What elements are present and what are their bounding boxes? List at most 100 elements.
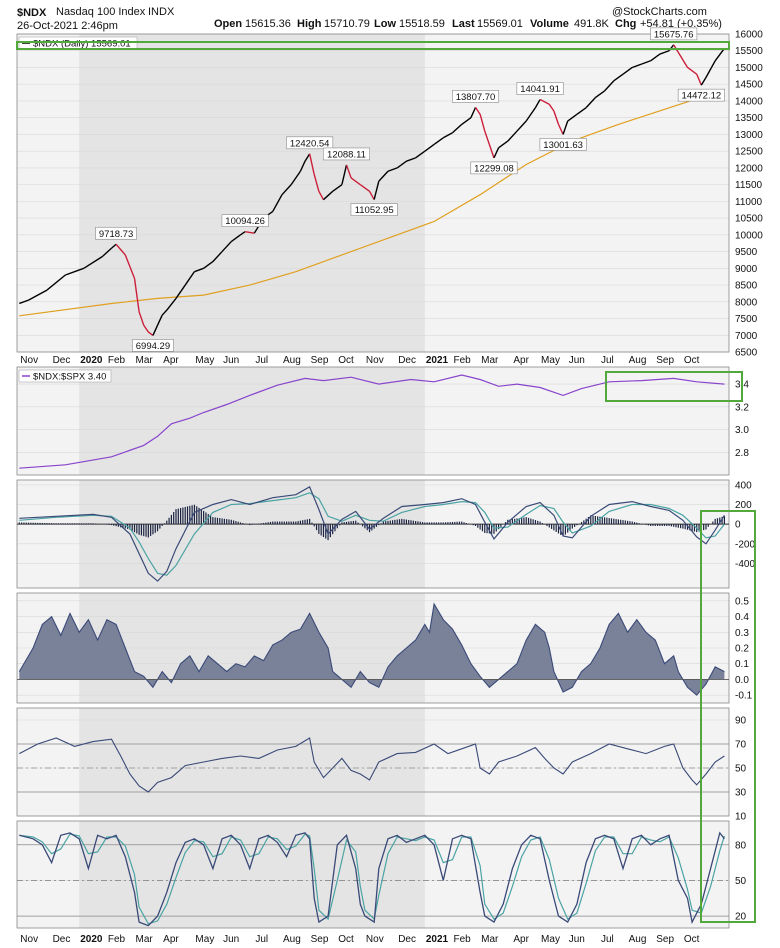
- price-segment: [442, 132, 453, 139]
- price-segment: [299, 160, 306, 172]
- y-tick-label: 9000: [735, 264, 758, 275]
- x-tick-label: Apr: [513, 355, 529, 366]
- price-segment: [166, 298, 177, 311]
- oscillator-area: [19, 604, 725, 696]
- y-tick-label: 0.5: [735, 596, 749, 607]
- price-annotation-box: [323, 147, 371, 161]
- last-value: 15569.01: [477, 18, 523, 30]
- price-segment: [46, 274, 66, 291]
- x-tick-label: Jul: [255, 934, 268, 945]
- price-segment: [622, 66, 633, 75]
- chg-label: Chg: [615, 18, 636, 30]
- panel-1: 6500 7000 7500 8000 8500 9000 9500 10000 10500 11…: [16, 27, 763, 359]
- price-segment: [304, 153, 311, 162]
- price-segment: [631, 63, 642, 69]
- index-name: Nasdaq 100 Index: [56, 6, 146, 18]
- panel-border: [16, 820, 730, 929]
- y-tick-label: 10000: [735, 230, 763, 241]
- price-annotation: 12299.08: [474, 163, 514, 174]
- x-tick-label: Aug: [629, 934, 647, 945]
- ratio-highlight-box: [605, 371, 743, 402]
- oscillator-line: [18, 602, 725, 696]
- price-annotation: 6994.29: [136, 341, 170, 352]
- low-label: Low: [374, 18, 396, 30]
- price-annotation: 12420.54: [290, 138, 330, 149]
- price-segment: [696, 73, 702, 86]
- price-segment: [313, 174, 320, 192]
- x-tick-label: Feb: [108, 355, 126, 366]
- price-segment: [585, 97, 596, 109]
- x-tick-label: Jul: [601, 934, 614, 945]
- y-tick-label: 11000: [735, 197, 763, 208]
- x-tick-label: May: [195, 355, 214, 366]
- y-tick-label: 2.8: [735, 448, 749, 459]
- y-tick-label: 20: [735, 912, 747, 923]
- price-segment: [562, 120, 569, 135]
- price-segment: [345, 164, 352, 179]
- y-tick-label: 7000: [735, 331, 758, 342]
- price-annotation: 14472.12: [682, 91, 722, 102]
- price-segment: [308, 153, 315, 175]
- price-segment: [373, 181, 380, 200]
- x-tick-label: Apr: [513, 934, 529, 945]
- y-tick-label: 8500: [735, 281, 758, 292]
- price-segment: [359, 184, 370, 192]
- panel-border: [16, 592, 730, 704]
- y-tick-label: 0.3: [735, 628, 749, 639]
- panel-6: 20 50 80: [16, 820, 747, 929]
- price-segment: [576, 107, 587, 115]
- y-tick-label: 10: [735, 812, 747, 823]
- price-segment: [245, 230, 255, 234]
- x-tick-label: Jun: [223, 934, 239, 945]
- price-annotation: 11052.95: [355, 205, 394, 216]
- price-segment: [539, 98, 550, 105]
- x-tick-label: Dec: [53, 934, 71, 945]
- price-segment: [290, 170, 301, 186]
- volume-value: 491.8K: [574, 18, 610, 30]
- y-tick-label: 12000: [735, 163, 763, 174]
- price-segment: [659, 50, 670, 55]
- price-segment: [124, 254, 136, 279]
- y-tick-label: 3.2: [735, 402, 749, 413]
- shaded-period: [79, 367, 425, 475]
- price-segment: [175, 284, 186, 299]
- legend-box: [18, 369, 112, 383]
- price-segment: [138, 311, 145, 326]
- price-segment: [498, 140, 509, 149]
- price-segment: [406, 157, 416, 162]
- price-annotation: 9718.73: [99, 229, 133, 240]
- y-tick-label: -200: [735, 539, 755, 550]
- x-tick-label: Sep: [656, 355, 674, 366]
- price-segment: [115, 243, 126, 256]
- price-annotation-box: [516, 82, 564, 95]
- x-tick-label: Dec: [398, 355, 416, 366]
- x-tick-label: 2020: [80, 934, 103, 945]
- volume-label: Volume: [530, 18, 569, 30]
- shaded-period: [79, 480, 425, 588]
- price-segment: [19, 299, 29, 305]
- y-tick-label: 0.2: [735, 644, 749, 655]
- exchange: INDX: [148, 6, 175, 18]
- x-tick-label: Feb: [453, 355, 471, 366]
- high-value: 15710.79: [324, 18, 370, 30]
- y-tick-label: 16000: [735, 30, 763, 41]
- x-tick-label: May: [195, 934, 214, 945]
- x-tick-label: Mar: [136, 355, 154, 366]
- panel-4: -0.1 0.0 0.1 0.2 0.3 0.4 0.5: [16, 592, 753, 704]
- price-annotation-box: [539, 138, 587, 151]
- price-segment: [143, 324, 149, 333]
- price-segment: [184, 271, 196, 286]
- price-segment: [677, 52, 689, 68]
- price-segment: [322, 190, 334, 201]
- x-tick-label: Nov: [20, 934, 38, 945]
- x-tick-label: May: [541, 355, 560, 366]
- price-segment: [470, 107, 477, 118]
- price-segment: [433, 137, 444, 146]
- moving-average-line: [19, 88, 725, 317]
- x-tick-label: Dec: [53, 355, 71, 366]
- x-tick-label: Oct: [338, 934, 354, 945]
- legend-label: $NDX (Daily) 15569.01: [33, 39, 131, 50]
- y-tick-label: 9500: [735, 247, 758, 258]
- x-axis-top: Nov Dec 2020 Feb Mar Apr May Jun Jul Aug Sep Oct Nov…: [20, 355, 699, 366]
- y-tick-label: 0: [735, 520, 741, 531]
